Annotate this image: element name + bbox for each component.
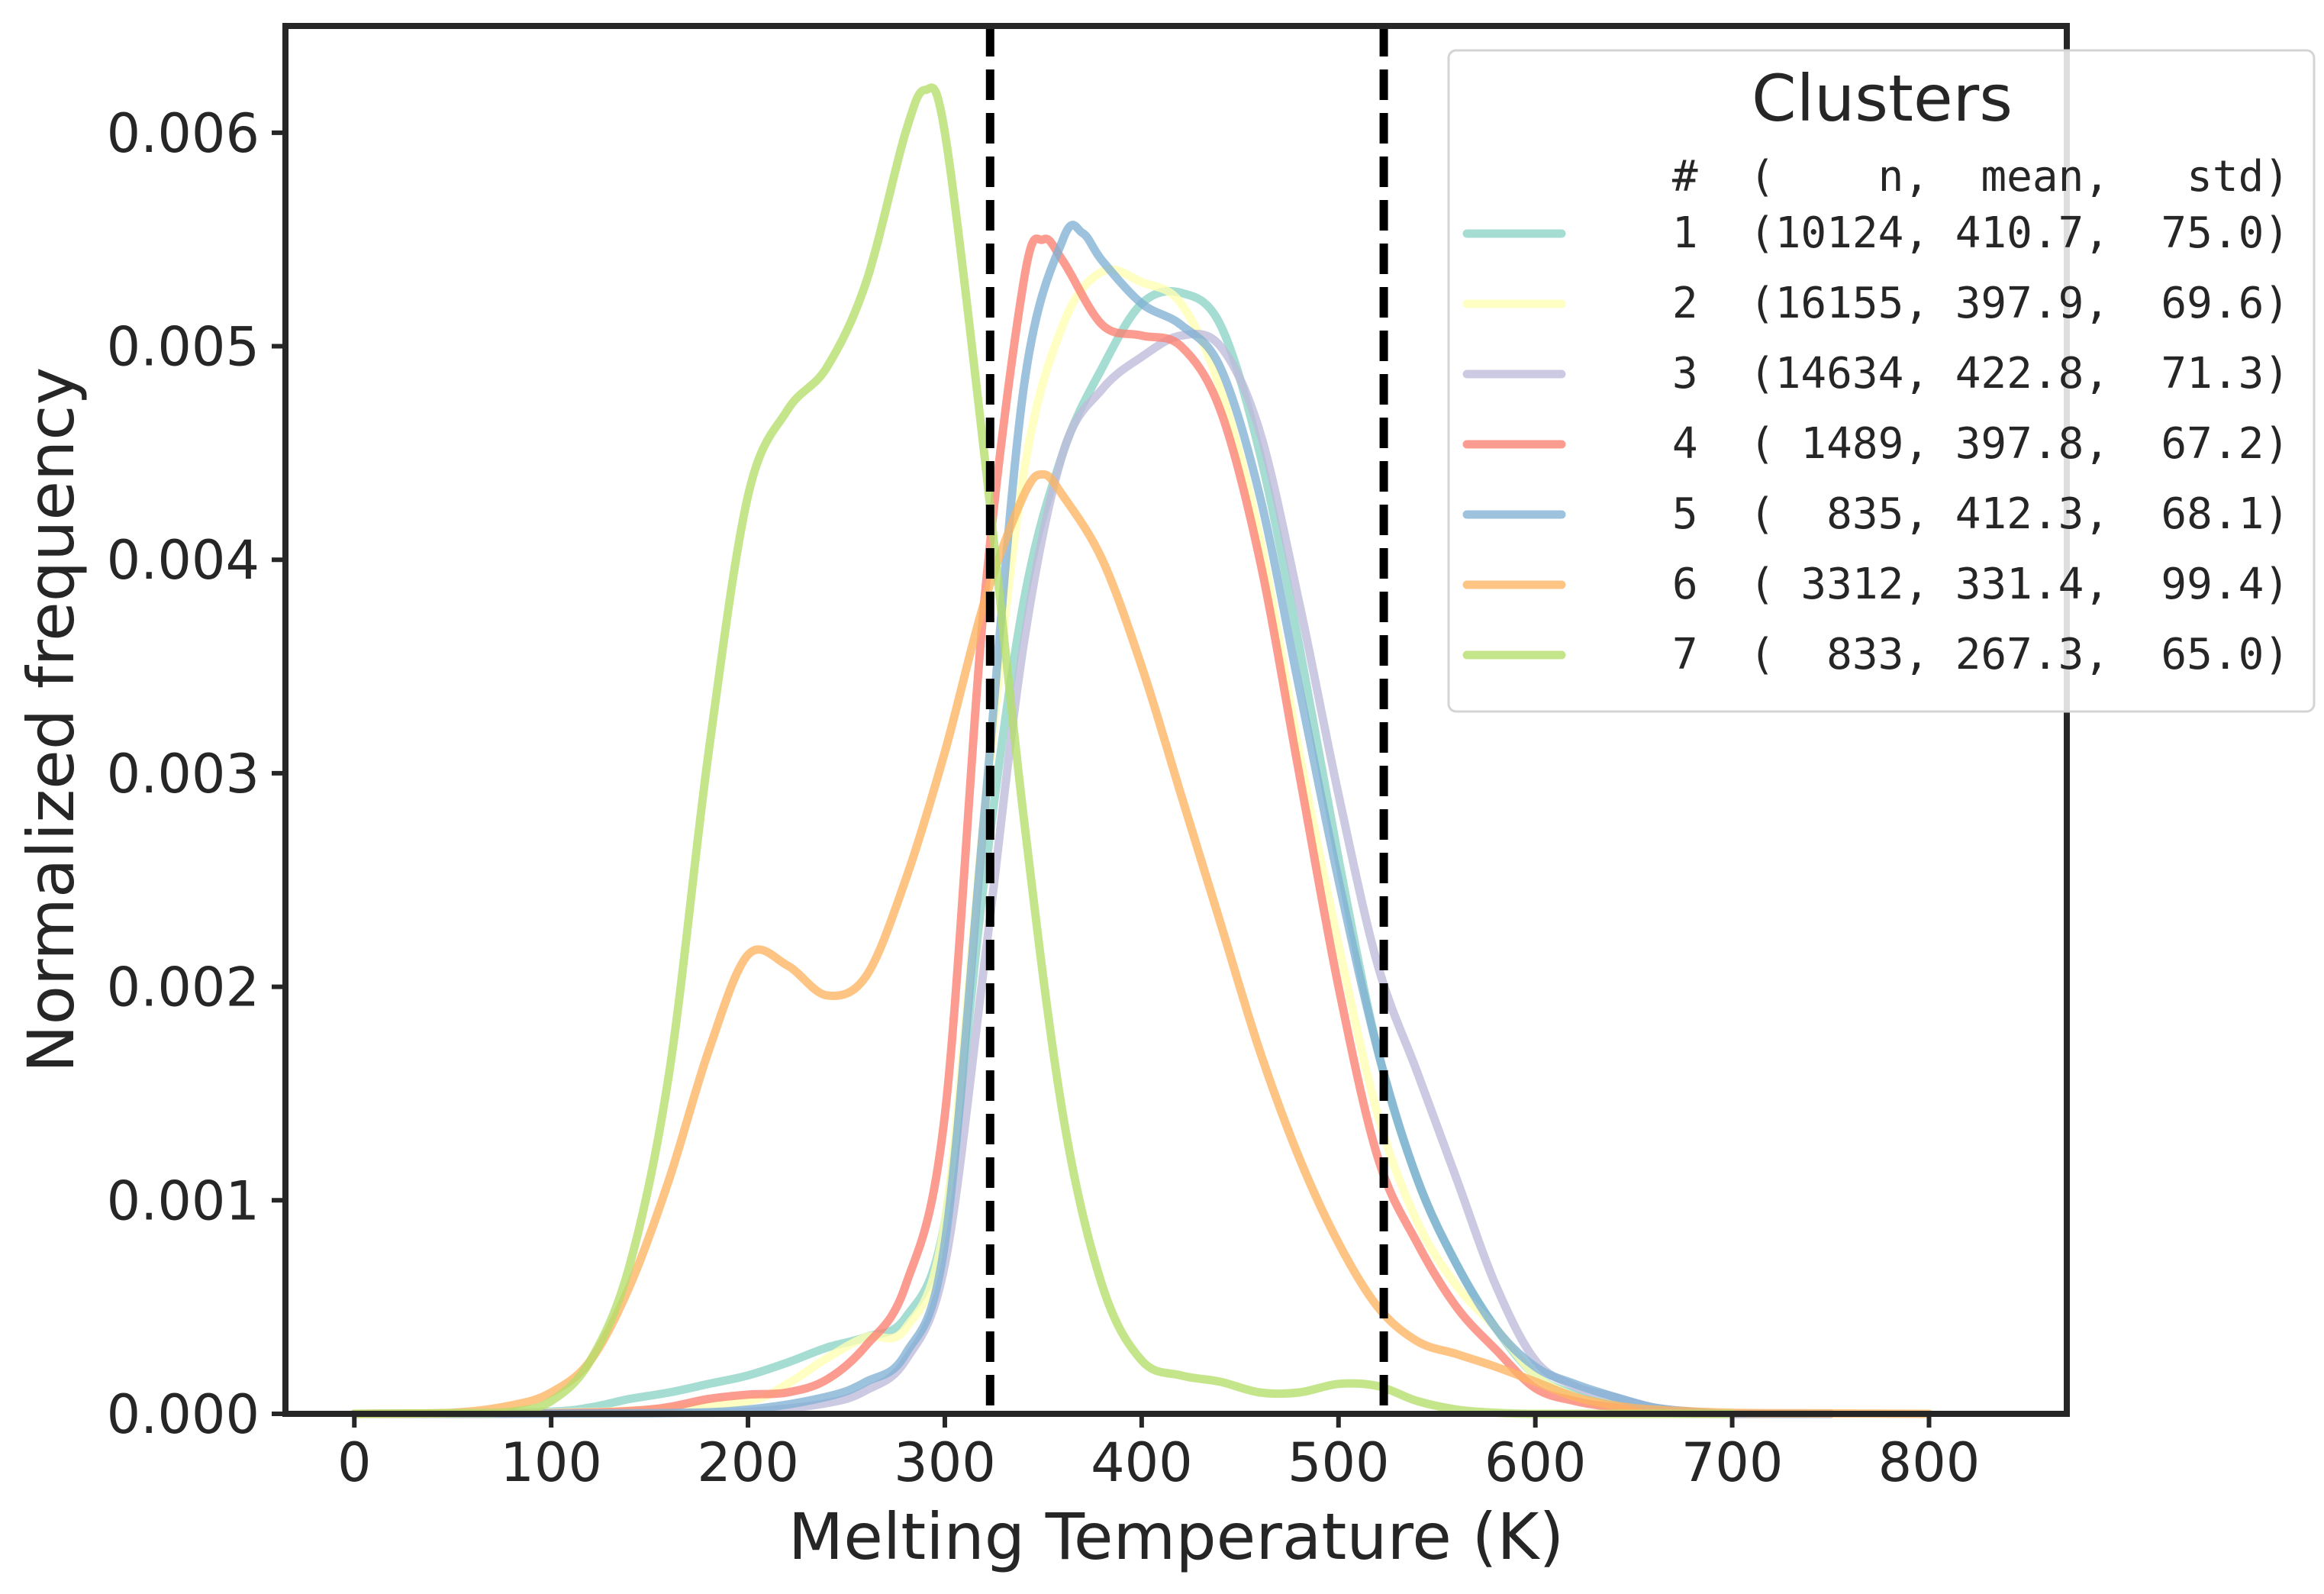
series-line-5 — [350, 221, 1835, 1418]
plot-frame — [282, 23, 2070, 1417]
x-tick-label: 600 — [1484, 1431, 1587, 1494]
x-tick-label: 300 — [894, 1431, 996, 1494]
series-line-6 — [350, 469, 1933, 1418]
legend-label-1: 1 (10124, 410.7, 75.0) — [1672, 208, 2290, 258]
x-tick-label: 200 — [697, 1431, 799, 1494]
x-axis-ticks: 0 100 200 300 400 500 600 700 800 — [337, 1414, 1980, 1494]
legend-header: # ( n, mean, std) — [1672, 152, 2290, 202]
legend-label-6: 6 ( 3312, 331.4, 99.4) — [1672, 560, 2290, 609]
legend-label-5: 5 ( 835, 412.3, 68.1) — [1672, 489, 2290, 539]
legend-label-2: 2 (16155, 397.9, 69.6) — [1672, 279, 2290, 328]
legend-title: Clusters — [1752, 61, 2013, 136]
legend-label-7: 7 ( 833, 267.3, 65.0) — [1672, 630, 2290, 679]
x-axis-label: Melting Temperature (K) — [788, 1499, 1564, 1574]
x-tick-label: 500 — [1288, 1431, 1390, 1494]
y-axis-ticks: 0.000 0.001 0.002 0.003 0.004 0.005 0.006 — [107, 102, 285, 1446]
x-tick-label: 800 — [1878, 1431, 1981, 1494]
legend-box — [1447, 49, 2316, 713]
y-tick-label: 0.003 — [107, 743, 259, 805]
series-line-7 — [350, 83, 1737, 1418]
x-tick-label: 400 — [1091, 1431, 1193, 1494]
y-tick-label: 0.005 — [107, 316, 259, 379]
y-tick-label: 0.006 — [107, 102, 259, 165]
y-tick-label: 0.004 — [107, 529, 259, 592]
series-curves — [350, 83, 1933, 1418]
x-tick-label: 0 — [337, 1431, 372, 1494]
series-line-4 — [350, 234, 1835, 1418]
x-tick-label: 100 — [500, 1431, 602, 1494]
y-tick-label: 0.001 — [107, 1170, 259, 1232]
y-tick-label: 0.002 — [107, 957, 259, 1019]
threshold-lines — [985, 26, 1388, 1414]
series-line-3 — [350, 329, 1835, 1418]
legend: Clusters # ( n, mean, std) 1 (10124, 410… — [1447, 49, 2316, 713]
legend-label-4: 4 ( 1489, 397.8, 67.2) — [1672, 419, 2290, 469]
legend-label-3: 3 (14634, 422.8, 71.3) — [1672, 349, 2290, 398]
x-tick-label: 700 — [1681, 1431, 1784, 1494]
legend-entries: 1 (10124, 410.7, 75.0) 2 (16155, 397.9, 6… — [1462, 208, 2290, 679]
y-axis-label: Normalized frequency — [14, 367, 89, 1073]
y-tick-label: 0.000 — [107, 1383, 259, 1446]
